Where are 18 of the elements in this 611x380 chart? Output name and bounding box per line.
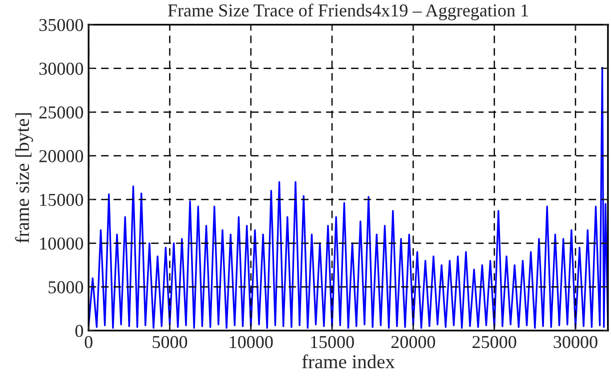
x-tick-label: 30000 <box>554 336 598 348</box>
chart-title: Frame Size Trace of Friends4x19 – Aggregation 1 <box>168 4 528 20</box>
x-tick-label: 5000 <box>152 336 188 348</box>
x-tick-label: 0 <box>84 336 92 348</box>
y-tick-label: 35000 <box>39 18 84 32</box>
x-axis-title: frame index <box>302 354 395 368</box>
x-tick-label: 10000 <box>230 336 273 348</box>
x-tick-label: 20000 <box>391 336 436 348</box>
y-tick-label: 5000 <box>48 281 84 294</box>
y-tick-label: 0 <box>75 324 84 338</box>
y-tick-label: 30000 <box>39 62 84 75</box>
y-tick-label: 20000 <box>39 150 84 162</box>
y-tick-label: 10000 <box>40 237 84 250</box>
x-tick-label: 25000 <box>472 336 516 348</box>
y-tick-label: 15000 <box>40 194 84 206</box>
y-axis-title: frame size [byte] <box>15 113 34 243</box>
x-tick-label: 15000 <box>311 336 354 348</box>
y-tick-label: 25000 <box>39 106 84 119</box>
